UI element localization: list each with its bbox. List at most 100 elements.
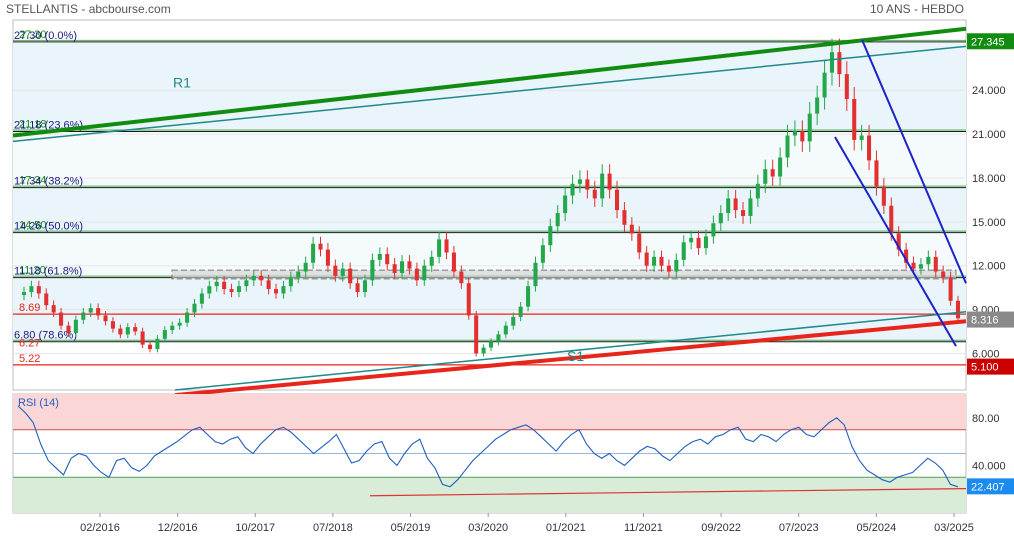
candle-body [81,312,86,320]
candle-body [236,286,241,293]
fib-level-label: 17.34 (38.2%) [14,176,83,188]
candle-body [718,213,723,224]
candle-body [118,328,123,335]
candle-body [585,179,590,190]
candle-body [377,253,382,260]
candle-body [622,210,627,225]
candle-body [222,281,227,290]
x-tick-label: 09/2022 [701,522,741,534]
candle-body [607,173,612,190]
resistance-trendline-r1 [12,26,967,138]
candle-body [392,264,397,274]
s1-label: S1 [567,348,584,364]
candle-body [266,280,271,290]
down-channel-upper [861,39,967,284]
candle-body [555,213,560,227]
x-tick-label: 05/2024 [856,522,896,534]
candle-body [896,233,901,250]
rsi-tick-label: 80.00 [972,413,1000,425]
candle-body [29,286,34,293]
price-tag-text: 8.316 [971,315,999,327]
candle-body [103,315,108,322]
candle-body [540,245,545,263]
candle-body [288,277,293,287]
y-tick-label: 18.000 [972,173,1006,185]
candle-body [800,131,805,142]
support-trendline-red [174,319,967,398]
candle-body [778,157,783,177]
candle-body [274,289,279,294]
candle-body [296,271,301,278]
candle-body [325,249,330,266]
candle-body [422,265,427,281]
candle-body [466,283,471,316]
candle-body [155,338,160,350]
chart-header-left: STELLANTIS - abcbourse.com [6,2,171,16]
candle-body [955,300,961,319]
candle-body [496,334,501,342]
candle-body [66,325,71,333]
candle-body [681,242,686,260]
candle-body [533,262,538,287]
fib-green-label: 11.20 [19,265,46,277]
candle-body [933,256,938,272]
candle-body [666,265,671,272]
candle-body [511,316,516,326]
candle-body [874,160,879,187]
candle-body [96,308,101,316]
candle-body [229,289,234,293]
candle-body [859,135,864,140]
rsi-value-box [967,478,1014,495]
r1-label: R1 [173,74,191,90]
candle-body [911,262,916,269]
candle-body [147,344,153,350]
price-tag-text: 5.100 [971,362,999,374]
candle-body [696,237,701,249]
x-tick-label: 10/2017 [235,522,275,534]
red-level-label: 6.27 [19,337,40,349]
candle-body [125,327,130,335]
candle-body [36,286,41,294]
candle-body [407,261,412,269]
rsi-support-line [369,488,967,497]
red-level-label: 8.69 [19,302,40,314]
fib-green-label: 27.30 [19,29,47,41]
candle-body [281,286,286,294]
fib-level-label: 27.30 (0.0%) [14,30,77,42]
candle-body [362,280,368,293]
candle-body [333,265,338,276]
consolidation-zone [171,269,957,280]
candle-body [733,198,738,211]
candle-body [214,281,219,287]
candle-body [110,321,115,329]
chart-header-right: 10 ANS - HEBDO [869,2,964,16]
candle-body [170,325,175,331]
red-level-label: 5.22 [19,353,40,365]
candle-body [563,195,568,214]
candle-body [926,256,931,265]
fib-green-label: 14.50 [19,220,47,232]
candle-body [815,97,820,114]
y-tick-label: 6.000 [972,348,1000,360]
candle-body [770,169,775,177]
candle-body [844,74,849,99]
candle-body [904,249,909,263]
price-tag-box [967,33,1014,50]
fib-zone [13,187,966,233]
candle-body [792,131,797,136]
rsi-tick-label: 40.000 [972,460,1006,472]
price-tag-text: 27.345 [971,36,1005,48]
price-tag-box [967,358,1014,375]
fib-green-label: 17.34 [19,175,47,187]
candle-body [133,327,138,332]
candle-body [807,113,812,142]
candle-body [73,319,78,333]
candle-body [481,347,486,354]
candle-body [474,315,479,354]
y-tick-label: 24.000 [972,85,1006,97]
candle-body [451,252,456,272]
candle-body [340,268,345,276]
fib-level-label: 14.26 (50.0%) [14,221,83,233]
candle-body [600,173,605,199]
